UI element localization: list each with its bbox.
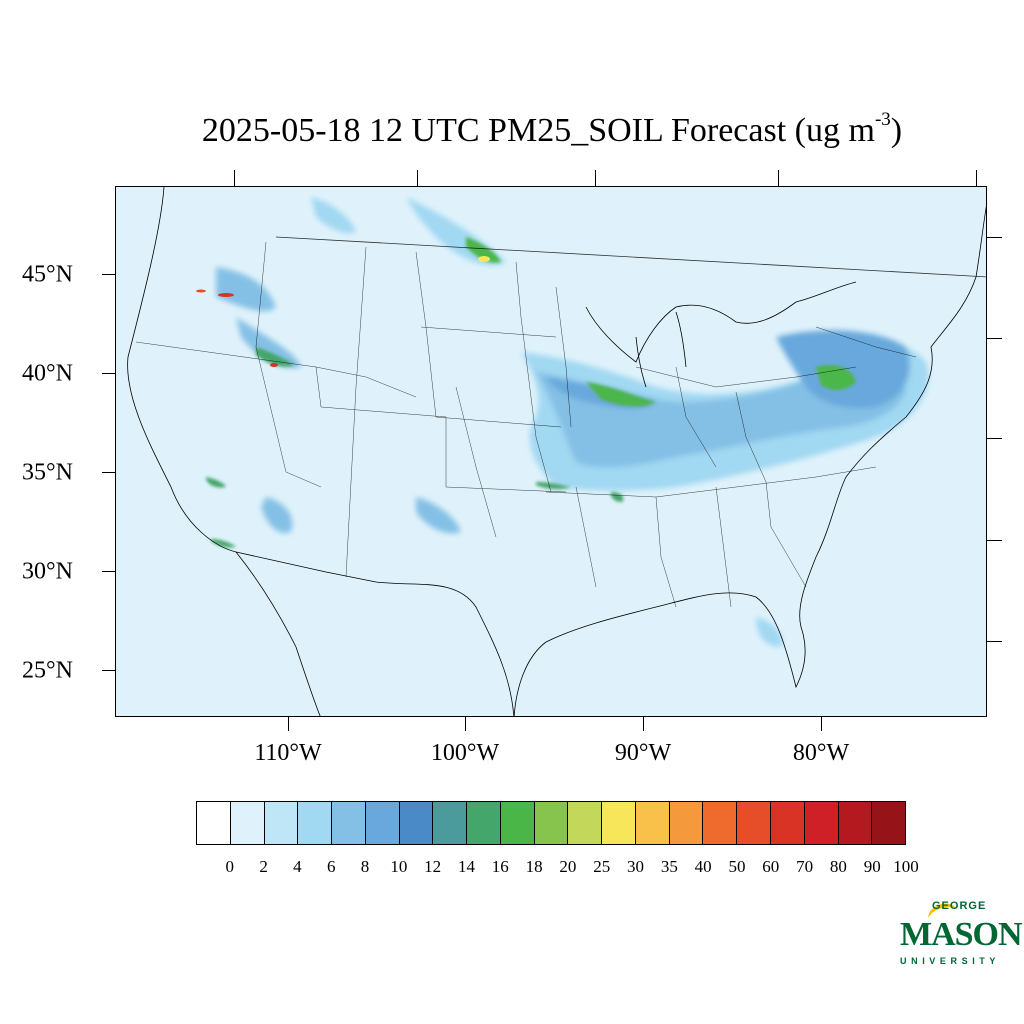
colorbar-label: 2 (259, 857, 268, 876)
colorbar-swatch (872, 802, 906, 844)
right-tick-2 (987, 338, 1002, 339)
great-lakes-outline (585, 281, 857, 363)
lon-label-110: 110°W (254, 740, 322, 766)
left-tick-25 (102, 670, 115, 671)
colorbar-swatch (635, 802, 670, 844)
colorbar-swatch (602, 802, 636, 844)
colorbar-label: 60 (762, 857, 780, 876)
colorbar-swatch (737, 802, 772, 844)
right-tick-1 (987, 237, 1002, 238)
colorbar-label: 50 (728, 857, 746, 876)
canada-border (275, 236, 986, 278)
colorbar-swatch (365, 802, 400, 844)
lat-label-25: 25°N (22, 657, 73, 684)
colorbar-swatch (298, 802, 333, 844)
title-text: 2025-05-18 12 UTC PM25_SOIL Forecast (ug… (201, 112, 875, 149)
forecast-map (115, 186, 987, 717)
colorbar-swatch (433, 802, 468, 844)
top-tick-4 (778, 170, 779, 186)
colorbar-label: 20 (559, 857, 577, 876)
top-tick-2 (417, 170, 418, 186)
colorbar-label: 25 (593, 857, 611, 876)
top-tick-3 (595, 170, 596, 186)
lake-michigan-huron (635, 311, 687, 388)
colorbar-label: 100 (893, 857, 919, 876)
colorbar-swatch (230, 802, 265, 844)
colorbar-label: 16 (491, 857, 509, 876)
colorbar-swatch (534, 802, 569, 844)
right-tick-4 (987, 540, 1002, 541)
colorbar-label: 0 (225, 857, 235, 876)
colorbar-swatch (500, 802, 535, 844)
colorbar-label: 10 (390, 857, 408, 876)
colorbar-label: 35 (660, 857, 678, 876)
lon-label-100: 100°W (430, 740, 500, 766)
lat-label-35: 35°N (22, 459, 73, 486)
state-borders (135, 241, 917, 608)
logo-line-george: GEORGE (932, 900, 987, 912)
colorbar-label: 80 (829, 857, 847, 876)
colorbar-label: 12 (424, 857, 442, 876)
pm25-plumes (216, 197, 929, 647)
pm25-cores (206, 237, 856, 548)
colorbar-label: 70 (796, 857, 814, 876)
bottom-tick-80 (821, 717, 822, 731)
colorbar-label: 40 (694, 857, 712, 876)
left-tick-45 (102, 274, 115, 275)
left-tick-40 (102, 373, 115, 374)
left-tick-30 (102, 571, 115, 572)
colorbar-swatch (399, 802, 434, 844)
colorbar-swatch (669, 802, 704, 844)
colorbar-swatch (332, 802, 366, 844)
lat-label-45: 45°N (22, 261, 73, 288)
colorbar-swatch (264, 802, 299, 844)
right-tick-5 (987, 641, 1002, 642)
left-tick-35 (102, 472, 115, 473)
title-exponent: -3 (874, 108, 891, 130)
lat-label-30: 30°N (22, 558, 73, 585)
top-tick-5 (976, 170, 977, 186)
colorbar-swatch (703, 802, 738, 844)
colorbar-label: 8 (360, 857, 370, 876)
lat-label-40: 40°N (22, 360, 73, 387)
george-mason-logo: GEORGE MASON UNIVERSITY (898, 899, 1023, 970)
colorbar-label: 4 (293, 857, 302, 876)
top-tick-1 (234, 170, 235, 186)
lon-label-90: 90°W (614, 740, 672, 766)
map-svg (116, 187, 986, 716)
logo-line-mason: MASON (900, 916, 1023, 953)
lon-label-80: 80°W (792, 740, 850, 766)
colorbar-swatch (197, 802, 231, 844)
bottom-tick-100 (465, 717, 466, 731)
colorbar-swatch (568, 802, 603, 844)
colorbar (196, 801, 906, 845)
colorbar-label: 14 (457, 857, 475, 876)
pacific-coastline (127, 187, 321, 716)
colorbar-label: 18 (525, 857, 543, 876)
title-close: ) (890, 112, 903, 149)
coastlines-and-borders (127, 187, 986, 716)
colorbar-swatch (467, 802, 501, 844)
colorbar-swatch (771, 802, 805, 844)
colorbar-swatch (804, 802, 839, 844)
pm25-hotspots (196, 256, 490, 367)
colorbar-label: 30 (627, 857, 645, 876)
bottom-tick-90 (643, 717, 644, 731)
logo-line-university: UNIVERSITY (900, 956, 1001, 966)
atlantic-gulf-coastline (513, 205, 986, 716)
chart-title: 2025-05-18 12 UTC PM25_SOIL Forecast (ug… (0, 108, 1024, 150)
mexico-border (235, 551, 515, 716)
colorbar-label: 90 (863, 857, 881, 876)
bottom-tick-110 (288, 717, 289, 731)
colorbar-swatch (838, 802, 873, 844)
right-tick-3 (987, 438, 1002, 439)
colorbar-label: 6 (326, 857, 336, 876)
